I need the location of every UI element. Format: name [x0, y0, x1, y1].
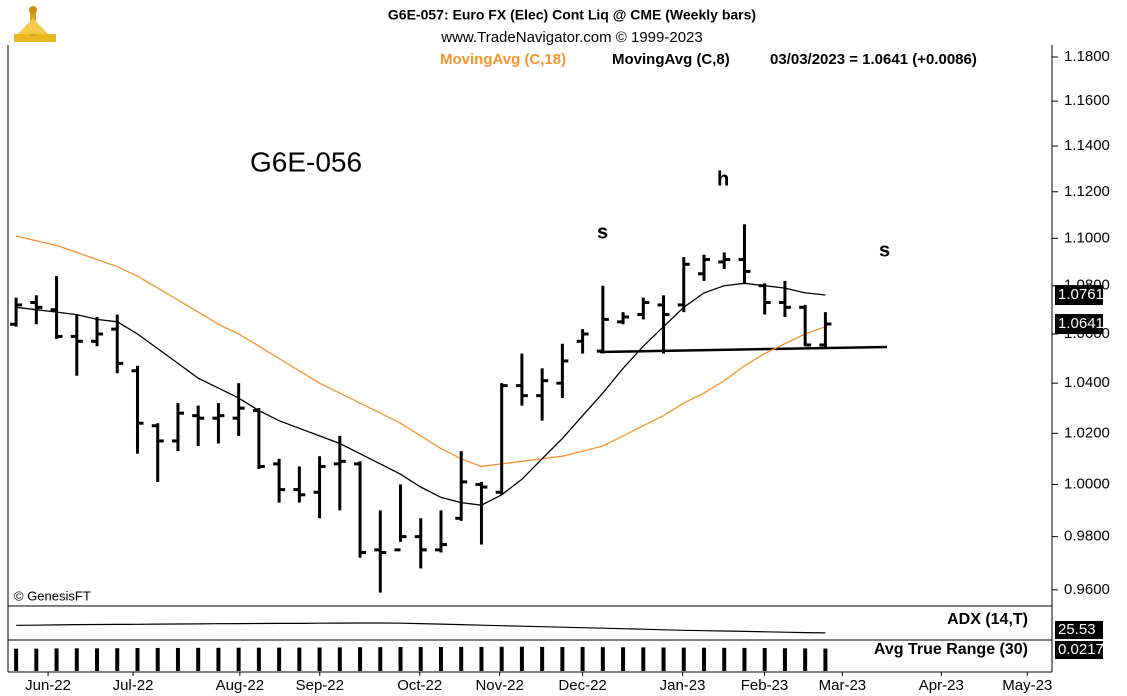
moving-average-line: [16, 282, 826, 506]
value-box-label: 0.0217: [1058, 641, 1104, 658]
y-tick-label: 1.1600: [1064, 92, 1110, 109]
indicator-label: Avg True Range (30): [874, 641, 1028, 658]
indicator-bar: [418, 647, 423, 671]
indicator-bar: [803, 648, 808, 671]
x-tick-label: May-23: [1002, 677, 1052, 694]
value-box: [1055, 621, 1103, 639]
chart-title: G6E-057: Euro FX (Elec) Cont Liq @ CME (…: [388, 7, 756, 23]
legend-entry: MovingAvg (C,18): [440, 51, 566, 68]
indicator-bar: [34, 648, 39, 671]
y-tick-label: 0.9600: [1064, 581, 1110, 598]
y-tick-label: 1.1000: [1064, 229, 1110, 246]
indicator-bar: [135, 648, 140, 671]
legend-entry: MovingAvg (C,8): [612, 51, 730, 68]
indicator-bar: [54, 648, 59, 671]
value-box: [1055, 314, 1103, 335]
value-box-label: 1.0761: [1058, 286, 1104, 303]
x-tick-label: Mar-23: [819, 677, 867, 694]
indicator-bar: [438, 646, 443, 671]
indicator-bar: [681, 647, 686, 671]
indicator-bar: [317, 647, 322, 671]
annotation: s: [597, 221, 608, 243]
y-tick-label: 1.1800: [1064, 48, 1110, 65]
indicator-bar: [702, 647, 706, 671]
indicator-bar: [358, 647, 363, 671]
x-tick-label: Nov-22: [475, 677, 523, 694]
indicator-bar: [782, 648, 787, 671]
indicator-bar: [115, 648, 120, 671]
indicator-bar: [742, 647, 747, 671]
indicator-bar: [499, 646, 504, 671]
indicator-bar: [823, 648, 828, 671]
y-tick-label: 1.0200: [1064, 424, 1110, 441]
last-bar-label: 03/03/2023 = 1.0641 (+0.0086): [770, 51, 977, 68]
y-tick-label: 0.9800: [1064, 528, 1110, 545]
value-box-label: 1.0641: [1058, 315, 1104, 332]
y-tick-label: 1.0000: [1064, 475, 1110, 492]
indicator-bar: [277, 647, 282, 671]
value-box-label: 25.53: [1058, 621, 1096, 638]
indicator-bar: [196, 647, 201, 671]
x-tick-label: Jun-22: [25, 677, 71, 694]
indicator-bar: [540, 646, 545, 671]
indicator-bar: [519, 646, 524, 671]
indicator-bar: [95, 648, 100, 671]
indicator-bar: [175, 647, 180, 671]
indicator-line: [16, 622, 826, 634]
indicator-bar: [155, 647, 160, 671]
indicator-bar: [378, 647, 383, 671]
x-tick-label: Jul-22: [113, 677, 154, 694]
indicator-bar: [216, 647, 221, 671]
indicator-bar: [621, 647, 626, 671]
y-tick-label: 1.0400: [1064, 374, 1110, 391]
indicator-bar: [14, 648, 19, 671]
annotation: s: [879, 239, 890, 261]
value-box: [1055, 641, 1103, 659]
indicator-bar: [398, 647, 403, 671]
annotation: h: [717, 168, 729, 190]
indicator-bar: [762, 648, 767, 671]
indicator-bar: [600, 647, 605, 671]
indicator-bar: [722, 647, 727, 671]
indicator-bar: [580, 647, 585, 671]
x-tick-label: Aug-22: [216, 677, 264, 694]
indicator-bar: [459, 646, 464, 671]
x-tick-label: Jan-23: [660, 677, 706, 694]
neckline: [599, 345, 888, 354]
x-tick-label: Oct-22: [397, 677, 442, 694]
logo: [14, 6, 56, 42]
indicator-bar: [661, 647, 666, 671]
x-tick-label: Feb-23: [741, 677, 789, 694]
indicator-bar: [74, 648, 79, 671]
indicator-bar: [236, 647, 241, 671]
indicator-bar: [641, 647, 646, 671]
value-box: [1055, 285, 1103, 306]
indicator-bar: [256, 647, 261, 671]
indicator-bar: [297, 647, 302, 671]
chart-subtitle: www.TradeNavigator.com © 1999-2023: [440, 29, 702, 46]
indicator-label: ADX (14,T): [947, 611, 1028, 628]
x-tick-label: Sep-22: [296, 677, 344, 694]
x-tick-label: Dec-22: [558, 677, 606, 694]
moving-average-line: [15, 235, 826, 468]
y-tick-label: 1.1200: [1064, 183, 1110, 200]
indicator-bar: [560, 646, 565, 671]
indicator-bar: [337, 647, 342, 671]
copyright: © GenesisFT: [14, 588, 91, 603]
indicator-bar: [479, 646, 484, 671]
annotation: G6E-056: [250, 146, 362, 177]
x-tick-label: Apr-23: [919, 677, 964, 694]
y-tick-label: 1.1400: [1064, 137, 1110, 154]
